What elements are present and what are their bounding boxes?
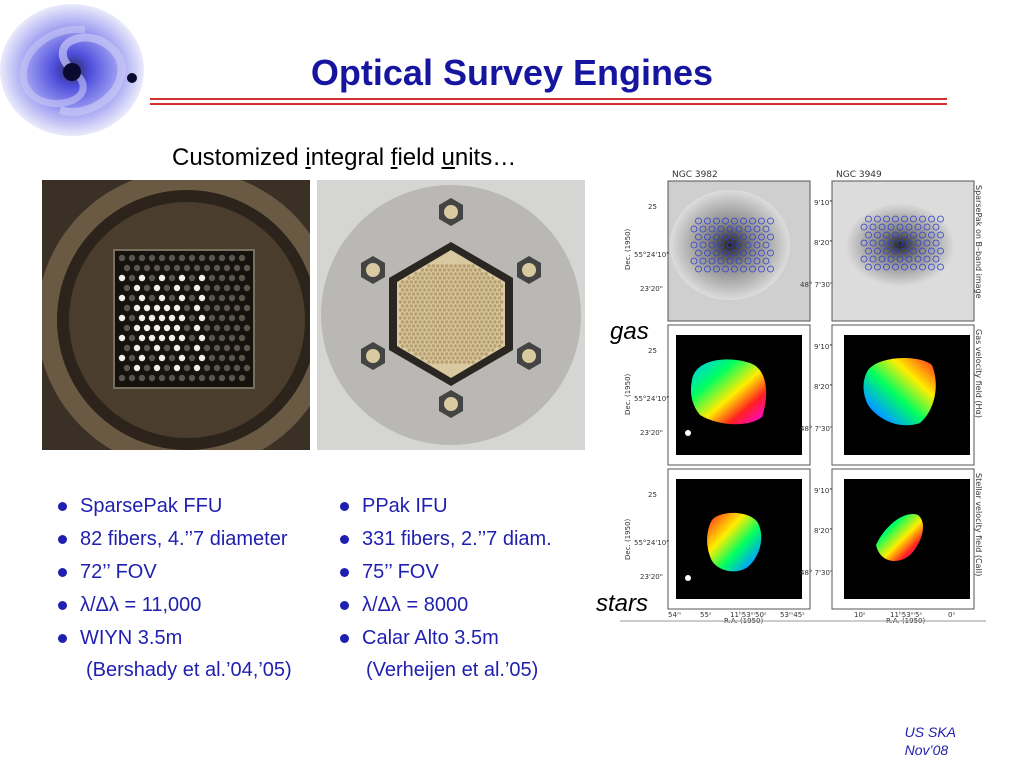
svg-text:48° 7'30": 48° 7'30" xyxy=(800,569,833,577)
title-rule-top xyxy=(150,98,947,100)
list-item: 82 fibers, 4.’’7 diameter xyxy=(46,523,288,556)
gas-label: gas xyxy=(610,318,649,345)
ngc3949-label: NGC 3949 xyxy=(836,170,882,180)
footer-line1: US SKA xyxy=(904,724,956,740)
svg-text:48° 7'30": 48° 7'30" xyxy=(800,425,833,433)
bullet-icon xyxy=(58,634,67,643)
svg-text:8'20": 8'20" xyxy=(814,383,833,391)
svg-text:23'20": 23'20" xyxy=(640,573,663,581)
sparsepak-photo xyxy=(42,180,310,450)
svg-text:11ʰ53ᵐ50ˢ: 11ʰ53ᵐ50ˢ xyxy=(730,611,767,619)
title-rule-bottom xyxy=(150,103,947,105)
list-item: WIYN 3.5m xyxy=(46,622,288,655)
svg-text:54ᵐ: 54ᵐ xyxy=(668,611,681,619)
bullet-icon xyxy=(340,568,349,577)
svg-text:55ˢ: 55ˢ xyxy=(700,611,712,619)
svg-text:8'20": 8'20" xyxy=(814,239,833,247)
svg-text:9'10": 9'10" xyxy=(814,343,833,351)
svg-text:25: 25 xyxy=(648,203,657,211)
svg-text:11ʰ53ᵐ5ˢ: 11ʰ53ᵐ5ˢ xyxy=(890,611,922,619)
svg-text:8'20": 8'20" xyxy=(814,527,833,535)
list-item: λ/Δλ = 11,000 xyxy=(46,589,288,622)
svg-text:48° 7'30": 48° 7'30" xyxy=(800,281,833,289)
stars-label: stars xyxy=(596,590,649,617)
ppak-photo xyxy=(317,180,585,450)
dec-label-mid: Dec. (1950) xyxy=(624,373,632,415)
ngc3982-label: NGC 3982 xyxy=(672,170,718,180)
bullet-icon xyxy=(340,535,349,544)
list-item: 331 fibers, 2.’’7 diam. xyxy=(328,523,552,556)
svg-text:53ᵐ45ˢ: 53ᵐ45ˢ xyxy=(780,611,805,619)
ppak-fiber-bundle xyxy=(398,264,504,364)
svg-text:10ˢ: 10ˢ xyxy=(854,611,866,619)
sparsepak-fiber-array xyxy=(118,254,251,382)
svg-text:0ˢ: 0ˢ xyxy=(948,611,955,619)
dec-label-bot: Dec. (1950) xyxy=(624,518,632,560)
bullet-icon xyxy=(58,568,67,577)
svg-text:55°24'10": 55°24'10" xyxy=(634,539,669,547)
svg-text:23'20": 23'20" xyxy=(640,429,663,437)
ngc3982-fiber-grid xyxy=(690,217,774,273)
list-item: 75’’ FOV xyxy=(328,556,552,589)
left-yticks: 25 55°24'10" 23'20" 25 55°24'10" 23'20" … xyxy=(634,203,669,581)
left-xticks: 54ᵐ 55ˢ 11ʰ53ᵐ50ˢ 53ᵐ45ˢ xyxy=(668,611,805,619)
svg-text:25: 25 xyxy=(648,491,657,499)
bullet-icon xyxy=(340,601,349,610)
bullet-icon xyxy=(340,634,349,643)
side-caption-bot: Stellar velocity field (CaII) xyxy=(974,473,983,576)
footer: US SKA Nov’08 xyxy=(905,723,956,759)
svg-text:55°24'10": 55°24'10" xyxy=(634,395,669,403)
ngc3949-fiber-grid xyxy=(860,215,944,271)
right-xticks: 10ˢ 11ʰ53ᵐ5ˢ 0ˢ xyxy=(854,611,955,619)
list-item: 72’’ FOV xyxy=(46,556,288,589)
ppak-reference: (Verheijen et al.’05) xyxy=(366,659,539,681)
galaxy-logo xyxy=(0,4,144,136)
ppak-calibration-bundles xyxy=(361,198,541,418)
sparsepak-specs-list: SparsePak FFU 82 fibers, 4.’’7 diameter … xyxy=(46,490,288,655)
ppak-specs-list: PPak IFU 331 fibers, 2.’’7 diam. 75’’ FO… xyxy=(328,490,552,655)
list-item: PPak IFU xyxy=(328,490,552,523)
slide-subtitle: Customized integral field units… xyxy=(172,144,517,171)
svg-text:9'10": 9'10" xyxy=(814,199,833,207)
dec-label-top: Dec. (1950) xyxy=(624,228,632,270)
list-item: Calar Alto 3.5m xyxy=(328,622,552,655)
svg-text:23'20": 23'20" xyxy=(640,285,663,293)
list-item: SparsePak FFU xyxy=(46,490,288,523)
velocity-field-figure: NGC 3982 NGC 3949 SparsePak on B–band im… xyxy=(620,170,986,625)
bullet-icon xyxy=(58,535,67,544)
side-caption-top: SparsePak on B–band image xyxy=(974,185,983,299)
slide-title: Optical Survey Engines xyxy=(310,52,714,93)
bullet-icon xyxy=(58,502,67,511)
side-caption-mid: Gas velocity field (Hα) xyxy=(974,329,983,418)
list-item: λ/Δλ = 8000 xyxy=(328,589,552,622)
bullet-icon xyxy=(340,502,349,511)
footer-line2: Nov’08 xyxy=(904,742,949,758)
bullet-icon xyxy=(58,601,67,610)
sparsepak-reference: (Bershady et al.’04,’05) xyxy=(86,659,292,681)
svg-text:25: 25 xyxy=(648,347,657,355)
svg-text:55°24'10": 55°24'10" xyxy=(634,251,669,259)
svg-text:9'10": 9'10" xyxy=(814,487,833,495)
right-yticks: 9'10" 8'20" 48° 7'30" 9'10" 8'20" 48° 7'… xyxy=(800,199,833,577)
